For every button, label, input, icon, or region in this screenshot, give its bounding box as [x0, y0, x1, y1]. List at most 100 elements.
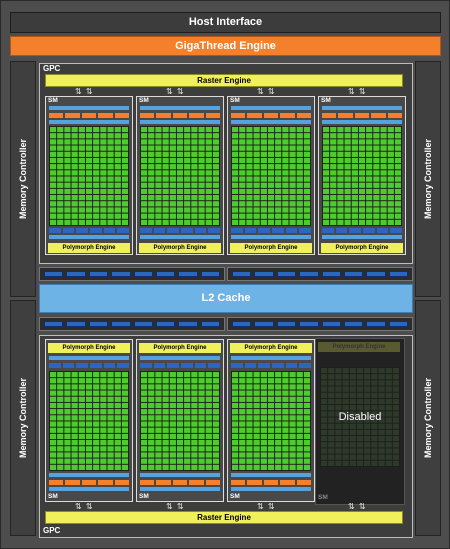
sm-bottom-3: Polymorph Engine SM — [227, 339, 315, 502]
sm-label: SM — [139, 493, 149, 500]
polymorph-engine: Polymorph Engine — [139, 343, 221, 353]
unit — [296, 113, 312, 118]
unit — [117, 363, 130, 368]
instruction-cache-bar — [49, 487, 129, 491]
sm-top-4: SM Polymorph Engine — [318, 96, 406, 255]
cuda-core-grid — [322, 126, 402, 226]
instruction-cache-bar — [140, 106, 220, 110]
shared-memory-bar — [49, 235, 129, 239]
unit — [208, 228, 221, 233]
unit — [263, 113, 279, 118]
unit — [81, 480, 97, 485]
unit — [172, 113, 188, 118]
register-file-bar — [140, 120, 220, 124]
unit — [376, 228, 389, 233]
warp-scheduler-row — [322, 113, 403, 118]
sm-bottom-1: Polymorph Engine SM — [45, 339, 133, 502]
unit — [189, 113, 204, 118]
gigathread-engine: GigaThread Engine — [10, 36, 441, 56]
unit — [140, 363, 152, 368]
unit — [62, 228, 75, 233]
unit — [65, 113, 80, 118]
unit — [167, 228, 180, 233]
unit — [194, 363, 207, 368]
register-file-bar — [140, 473, 220, 477]
register-file-bar — [322, 120, 402, 124]
polymorph-engine: Polymorph Engine — [139, 243, 221, 253]
unit — [258, 363, 271, 368]
host-interface: Host Interface — [10, 12, 441, 33]
unit — [103, 228, 116, 233]
unit — [81, 113, 97, 118]
unit — [299, 363, 312, 368]
load-store-row — [140, 228, 221, 233]
memory-bus-segment — [227, 317, 413, 331]
load-store-row — [231, 228, 312, 233]
unit — [258, 228, 271, 233]
unit — [371, 113, 386, 118]
sm-top-3: SM Polymorph Engine — [227, 96, 315, 255]
unit — [189, 480, 204, 485]
unit — [263, 480, 279, 485]
register-file-bar — [49, 120, 129, 124]
cuda-core-grid — [231, 126, 311, 226]
sm-top-1: SM Polymorph Engine — [45, 96, 133, 255]
cuda-core-grid — [140, 371, 220, 471]
unit — [114, 480, 130, 485]
load-store-row — [49, 228, 130, 233]
instruction-cache-bar — [231, 106, 311, 110]
shared-memory-bar — [231, 356, 311, 360]
warp-scheduler-row — [49, 113, 130, 118]
unit — [387, 113, 403, 118]
sm-label: SM — [230, 97, 240, 104]
unit — [167, 363, 180, 368]
polymorph-engine: Polymorph Engine — [48, 343, 130, 353]
instruction-cache-bar — [140, 487, 220, 491]
unit — [247, 113, 262, 118]
unit — [140, 228, 152, 233]
unit — [140, 113, 155, 118]
load-store-arrows: ⇅ ⇅ — [257, 502, 276, 511]
load-store-row — [231, 363, 312, 368]
unit — [156, 113, 171, 118]
unit — [363, 228, 375, 233]
unit — [244, 363, 257, 368]
memory-controller-label: Memory Controller — [18, 377, 28, 459]
unit — [140, 480, 155, 485]
cuda-core-grid — [140, 126, 220, 226]
unit — [285, 228, 298, 233]
warp-scheduler-row — [140, 113, 221, 118]
shared-memory-bar — [140, 235, 220, 239]
sm-label: SM — [321, 97, 331, 104]
unit — [49, 363, 61, 368]
sm-label: SM — [230, 493, 240, 500]
memory-controller-right-top: Memory Controller — [415, 61, 441, 297]
shared-memory-bar — [322, 235, 402, 239]
memory-controller-label: Memory Controller — [18, 138, 28, 220]
unit — [338, 113, 353, 118]
memory-controller-right-bottom: Memory Controller — [415, 300, 441, 536]
memory-bus-segment — [39, 267, 225, 281]
load-store-arrows: ⇅ ⇅ — [75, 87, 94, 96]
gpc-label-bottom: GPC — [43, 526, 61, 535]
unit — [76, 228, 89, 233]
raster-engine-top: Raster Engine — [45, 74, 403, 87]
raster-engine-bottom: Raster Engine — [45, 511, 403, 524]
register-file-bar — [49, 473, 129, 477]
unit — [156, 480, 171, 485]
sm-label: SM — [318, 494, 328, 501]
load-store-row — [322, 228, 403, 233]
unit — [49, 228, 61, 233]
unit — [181, 363, 193, 368]
instruction-cache-bar — [322, 106, 402, 110]
load-store-arrows: ⇅ ⇅ — [348, 502, 367, 511]
unit — [335, 228, 348, 233]
unit — [296, 480, 312, 485]
unit — [153, 363, 166, 368]
unit — [114, 113, 130, 118]
memory-bus-segment — [39, 317, 225, 331]
shared-memory-bar — [49, 356, 129, 360]
l2-cache: L2 Cache — [39, 284, 413, 313]
unit — [247, 480, 262, 485]
